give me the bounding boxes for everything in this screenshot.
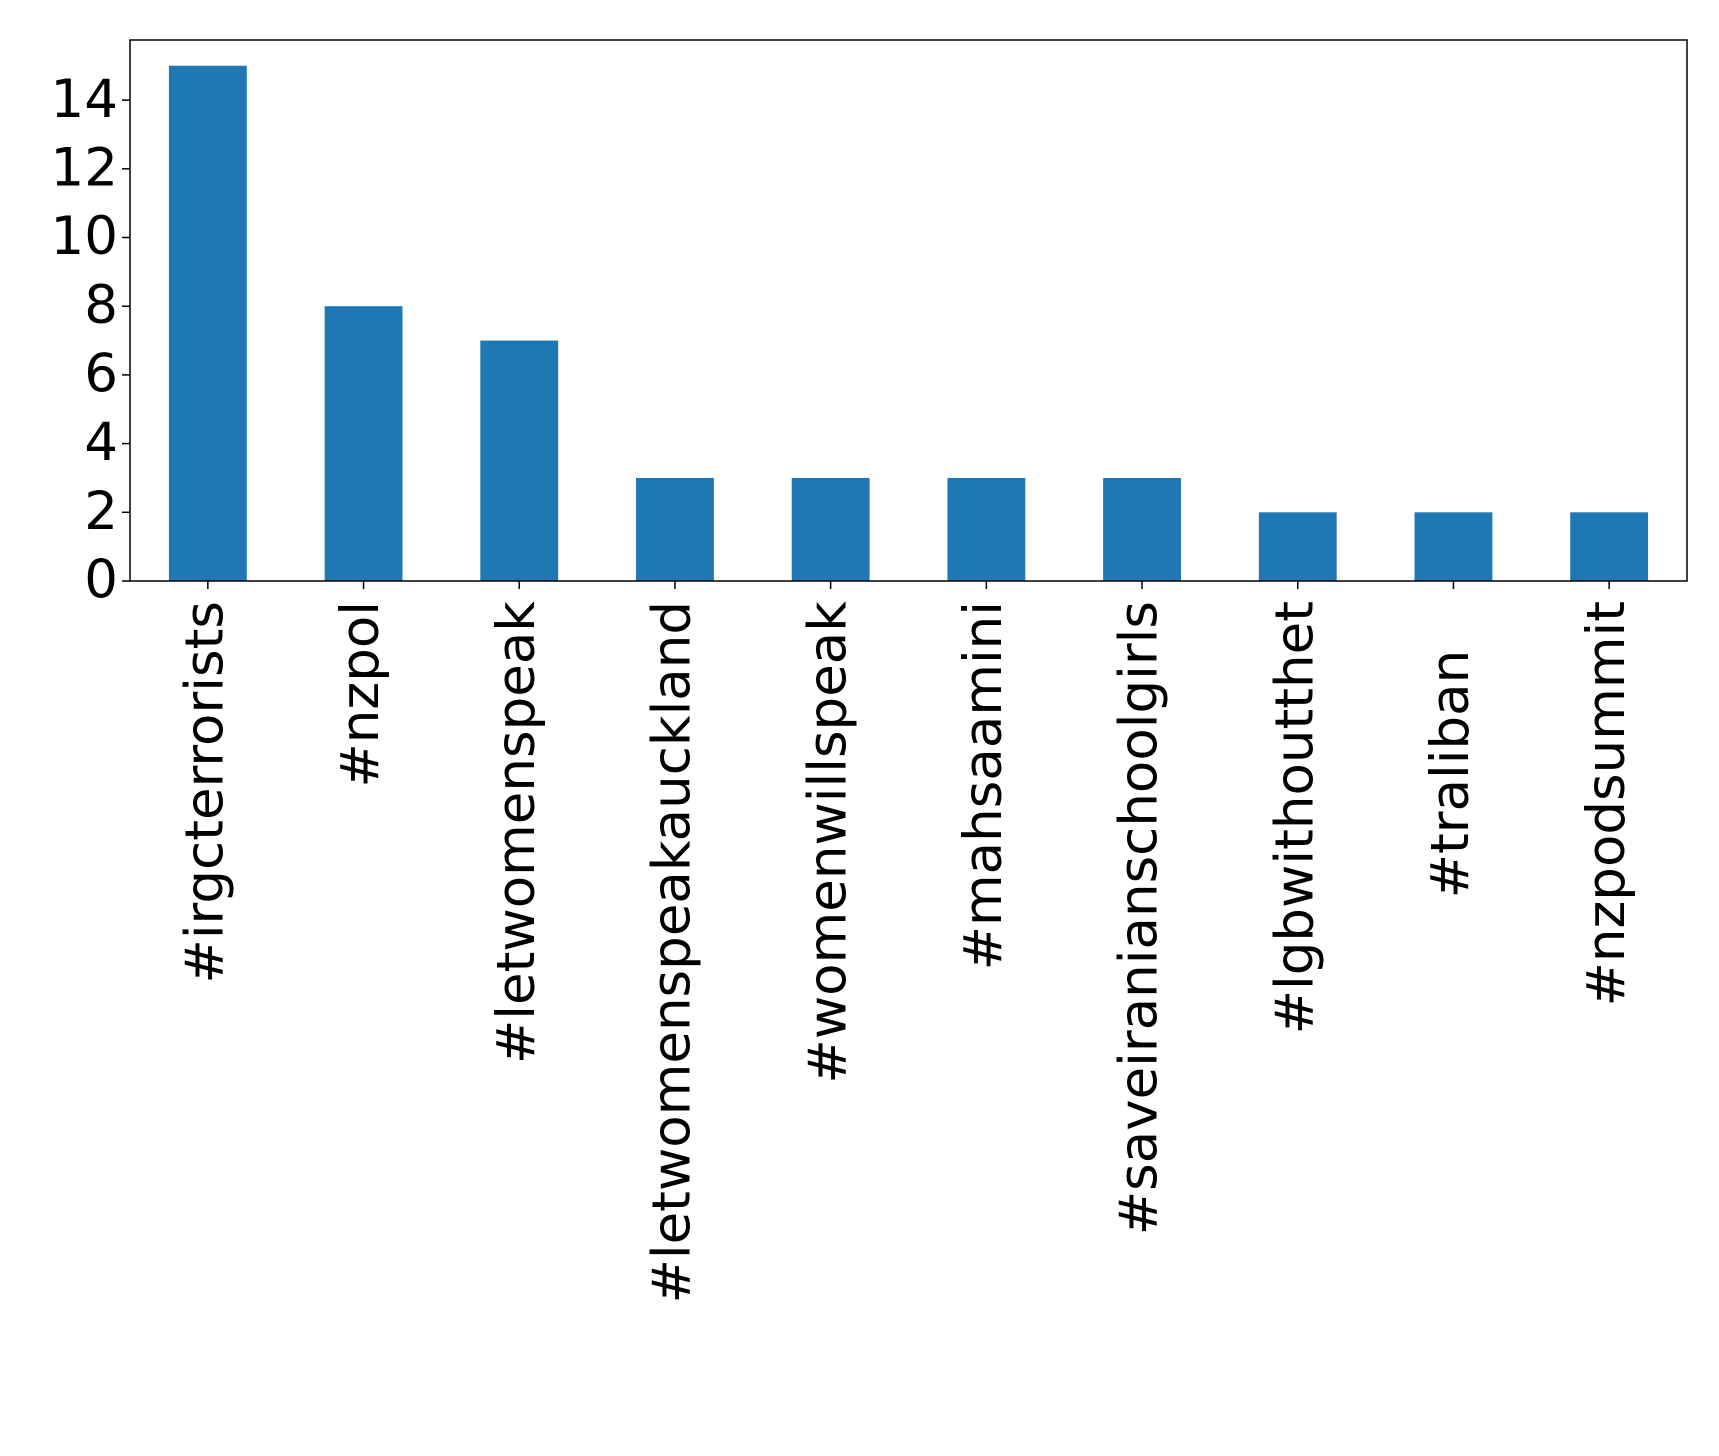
x-tick-label: #mahsaamini	[953, 601, 1014, 970]
y-tick-label: 2	[84, 481, 118, 542]
y-tick-label: 4	[84, 412, 118, 473]
y-tick-label: 6	[84, 344, 118, 405]
bar	[324, 306, 403, 581]
bar	[791, 477, 870, 581]
y-tick-label: 10	[51, 206, 118, 267]
x-tick-label: #irgcterrorists	[174, 601, 235, 984]
bar	[636, 477, 714, 581]
x-tick-label: #womenwillspeak	[797, 601, 858, 1084]
bar	[947, 477, 1026, 581]
x-tick-label: #nzpodsummit	[1576, 601, 1637, 1007]
x-tick-label: #saveiranianschoolgirls	[1109, 601, 1170, 1235]
bar	[1103, 477, 1181, 581]
bar	[480, 340, 559, 581]
bar	[1570, 512, 1649, 581]
x-tick-label: #letwomenspeak	[486, 601, 547, 1064]
plot-frame	[129, 39, 1688, 582]
y-tick-label: 14	[51, 69, 118, 130]
x-tick-label: #lgbwithoutthet	[1264, 601, 1325, 1034]
bar	[1414, 512, 1493, 581]
x-tick-label: #tralibanﾠ	[1420, 601, 1481, 898]
y-tick-label: 8	[84, 275, 118, 336]
bar	[1258, 512, 1337, 581]
y-tick-label: 12	[51, 137, 118, 198]
x-tick-label: #nzpol	[330, 601, 391, 788]
x-tick-label: #letwomenspeakauckland	[642, 601, 703, 1304]
bar	[168, 65, 247, 581]
y-tick-label: 0	[84, 550, 118, 611]
